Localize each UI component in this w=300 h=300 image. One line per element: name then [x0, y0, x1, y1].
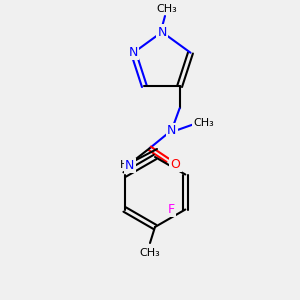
Text: N: N — [129, 46, 138, 59]
Text: CH₃: CH₃ — [140, 248, 160, 258]
Text: CH₃: CH₃ — [157, 4, 177, 14]
Text: CH₃: CH₃ — [193, 118, 214, 128]
Text: N: N — [167, 124, 176, 137]
Text: F: F — [168, 203, 175, 216]
Text: N: N — [125, 159, 134, 172]
Text: N: N — [157, 26, 167, 38]
Text: O: O — [171, 158, 181, 171]
Text: H: H — [119, 160, 128, 170]
